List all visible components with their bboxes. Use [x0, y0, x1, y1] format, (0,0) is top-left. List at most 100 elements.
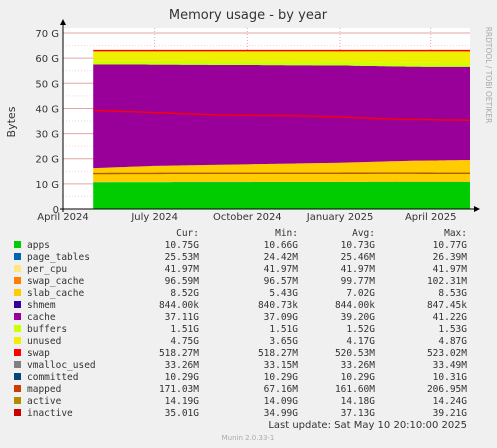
legend-name: vmalloc_used [27, 360, 96, 371]
munin-version: Munin 2.0.33-1 [222, 434, 275, 442]
legend-swatch [14, 289, 21, 296]
legend-name: unused [27, 336, 61, 347]
legend-header-cur: Cur: [176, 228, 199, 239]
legend-min: 10.29G [264, 372, 299, 383]
area-series [93, 51, 470, 209]
legend-swatch [14, 373, 21, 380]
x-tick-label: April 2025 [405, 212, 456, 223]
y-axis-arrow [60, 19, 66, 25]
legend-max: 10.31G [433, 372, 468, 383]
legend-min: 24.42M [264, 252, 299, 263]
legend-min: 96.57M [264, 276, 299, 287]
legend-min: 34.99G [264, 408, 299, 419]
legend-row: vmalloc_used 33.26M 33.15M 33.26M 33.49M [14, 360, 467, 371]
legend-max: 14.24G [433, 396, 468, 407]
area-unused [93, 51, 470, 63]
legend-min: 33.15M [264, 360, 299, 371]
legend-min: 5.43G [269, 288, 298, 299]
legend-cur: 518.27M [159, 348, 199, 359]
x-tick-label: July 2024 [130, 212, 178, 223]
legend-cur: 4.75G [170, 336, 199, 347]
legend-avg: 25.46M [341, 252, 376, 263]
legend-swatch [14, 385, 21, 392]
legend-cur: 35.01G [165, 408, 200, 419]
legend-min: 518.27M [258, 348, 298, 359]
legend-max: 41.97M [433, 264, 468, 275]
legend-row: unused 4.75G 3.65G 4.17G 4.87G [14, 336, 467, 347]
legend-row: committed 10.29G 10.29G 10.29G 10.31G [14, 372, 467, 383]
legend-name: buffers [27, 324, 67, 335]
legend-name: slab_cache [27, 288, 84, 299]
legend-avg: 10.29G [341, 372, 376, 383]
legend-avg: 14.18G [341, 396, 376, 407]
legend: Cur: Min: Avg: Max: apps 10.75G 10.66G 10.73G 10… [14, 228, 467, 419]
legend-row: cache 37.11G 37.09G 39.20G 41.22G [14, 312, 467, 323]
legend-avg: 4.17G [346, 336, 375, 347]
legend-max: 102.31M [427, 276, 467, 287]
y-tick-label: 70 G [35, 29, 59, 40]
y-tick-label: 60 G [35, 54, 59, 65]
legend-avg: 39.20G [341, 312, 376, 323]
area-slab_cache [93, 160, 470, 182]
legend-swatch [14, 253, 21, 260]
legend-min: 1.51G [269, 324, 298, 335]
legend-name: mapped [27, 384, 61, 395]
legend-header-max: Max: [444, 228, 467, 239]
legend-cur: 8.52G [170, 288, 199, 299]
legend-min: 67.16M [264, 384, 299, 395]
tick-labels: 0 10 G 20 G 30 G 40 G 50 G 60 G 70 G April 2024 J… [35, 29, 456, 223]
legend-max: 26.39M [433, 252, 468, 263]
legend-min: 840.73k [258, 300, 298, 311]
x-tick-label: October 2024 [213, 212, 282, 223]
legend-cur: 1.51G [170, 324, 199, 335]
legend-cur: 37.11G [165, 312, 200, 323]
legend-max: 8.53G [438, 288, 467, 299]
x-tick-label: April 2024 [37, 212, 88, 223]
legend-max: 206.95M [427, 384, 467, 395]
line-series [93, 49, 471, 175]
legend-row: per_cpu 41.97M 41.97M 41.97M 41.97M [14, 264, 467, 275]
legend-row: swap_cache 96.59M 96.57M 99.77M 102.31M [14, 276, 467, 287]
legend-name: per_cpu [27, 264, 67, 275]
legend-cur: 14.19G [165, 396, 200, 407]
last-update-text: Last update: Sat May 10 20:10:00 2025 [268, 420, 467, 431]
legend-name: shmem [27, 300, 56, 311]
legend-row: page_tables 25.53M 24.42M 25.46M 26.39M [14, 252, 467, 263]
legend-name: committed [27, 372, 78, 383]
legend-header-min: Min: [275, 228, 298, 239]
legend-row: apps 10.75G 10.66G 10.73G 10.77G [14, 240, 467, 251]
legend-row: mapped 171.03M 67.16M 161.60M 206.95M [14, 384, 467, 395]
legend-cur: 10.29G [165, 372, 200, 383]
legend-avg: 161.60M [335, 384, 375, 395]
legend-swatch [14, 277, 21, 284]
legend-max: 39.21G [433, 408, 468, 419]
legend-swatch [14, 349, 21, 356]
legend-min: 37.09G [264, 312, 299, 323]
legend-swatch [14, 325, 21, 332]
y-tick-label: 40 G [35, 104, 59, 115]
legend-min: 41.97M [264, 264, 299, 275]
legend-max: 4.87G [438, 336, 467, 347]
legend-min: 14.09G [264, 396, 299, 407]
legend-row: shmem 844.00k 840.73k 844.00k 847.45k [14, 300, 467, 311]
legend-cur: 844.00k [159, 300, 199, 311]
area-apps [93, 181, 470, 209]
legend-avg: 99.77M [341, 276, 376, 287]
legend-max: 41.22G [433, 312, 468, 323]
legend-max: 847.45k [427, 300, 467, 311]
x-tick-label: January 2025 [306, 212, 374, 223]
legend-avg: 520.53M [335, 348, 375, 359]
legend-row: buffers 1.51G 1.51G 1.52G 1.53G [14, 324, 467, 335]
legend-avg: 1.52G [346, 324, 375, 335]
legend-swatch [14, 337, 21, 344]
legend-max: 523.02M [427, 348, 467, 359]
y-axis-label: Bytes [5, 106, 18, 137]
x-axis-arrow [474, 206, 480, 212]
legend-cur: 25.53M [165, 252, 200, 263]
legend-cur: 171.03M [159, 384, 199, 395]
legend-cur: 41.97M [165, 264, 200, 275]
legend-max: 10.77G [433, 240, 468, 251]
rrdtool-watermark: RRDTOOL / TOBI OETIKER [484, 27, 493, 124]
legend-row: inactive 35.01G 34.99G 37.13G 39.21G [14, 408, 467, 419]
